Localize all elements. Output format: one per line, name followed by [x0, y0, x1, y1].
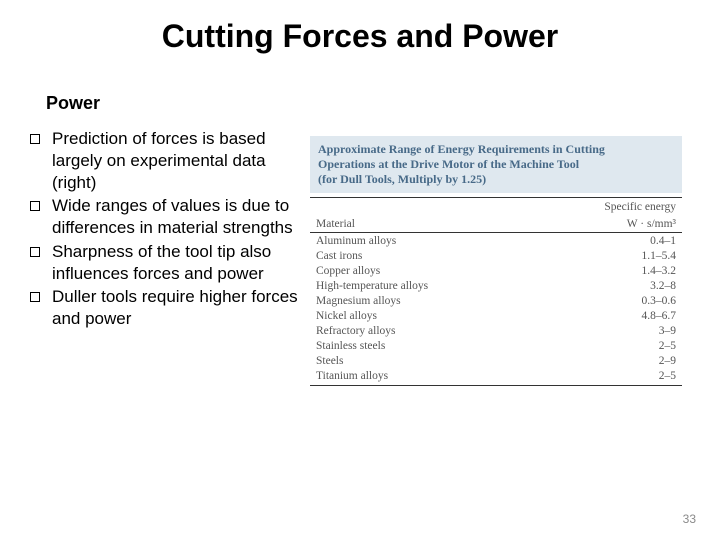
- cell-energy: 3–9: [532, 323, 682, 338]
- cell-material: Nickel alloys: [310, 308, 532, 323]
- cell-energy: 0.3–0.6: [532, 293, 682, 308]
- cell-material: Cast irons: [310, 248, 532, 263]
- cell-energy: 4.8–6.7: [532, 308, 682, 323]
- table-header-energy: Specific energy: [532, 198, 682, 216]
- cell-material: High-temperature alloys: [310, 278, 532, 293]
- table-title-line: Operations at the Drive Motor of the Mac…: [318, 157, 674, 172]
- cell-energy: 0.4–1: [532, 233, 682, 249]
- bullet-text: Sharpness of the tool tip also influence…: [52, 241, 306, 285]
- cell-energy: 2–9: [532, 353, 682, 368]
- content-row: Prediction of forces is based largely on…: [0, 128, 720, 386]
- subheading-power: Power: [46, 93, 720, 114]
- bullet-item: Wide ranges of values is due to differen…: [30, 195, 306, 239]
- bullet-text: Duller tools require higher forces and p…: [52, 286, 306, 330]
- cell-material: Titanium alloys: [310, 368, 532, 385]
- table-header-material: [310, 198, 532, 216]
- cell-material: Steels: [310, 353, 532, 368]
- table-row: Titanium alloys2–5: [310, 368, 682, 385]
- slide-title: Cutting Forces and Power: [0, 0, 720, 65]
- square-bullet-icon: [30, 292, 40, 302]
- cell-material: Stainless steels: [310, 338, 532, 353]
- square-bullet-icon: [30, 247, 40, 257]
- square-bullet-icon: [30, 201, 40, 211]
- bullet-text: Prediction of forces is based largely on…: [52, 128, 306, 193]
- cell-energy: 1.1–5.4: [532, 248, 682, 263]
- bullet-item: Duller tools require higher forces and p…: [30, 286, 306, 330]
- table-row: Stainless steels2–5: [310, 338, 682, 353]
- bullet-item: Prediction of forces is based largely on…: [30, 128, 306, 193]
- table-row: Copper alloys1.4–3.2: [310, 263, 682, 278]
- cell-material: Copper alloys: [310, 263, 532, 278]
- table-row: Cast irons1.1–5.4: [310, 248, 682, 263]
- table-title-line: Approximate Range of Energy Requirements…: [318, 142, 674, 157]
- cell-material: Magnesium alloys: [310, 293, 532, 308]
- table-title-line: (for Dull Tools, Multiply by 1.25): [318, 172, 674, 187]
- table-row: Refractory alloys3–9: [310, 323, 682, 338]
- cell-material: Aluminum alloys: [310, 233, 532, 249]
- energy-table-region: Approximate Range of Energy Requirements…: [310, 136, 682, 386]
- cell-energy: 1.4–3.2: [532, 263, 682, 278]
- page-number: 33: [683, 512, 696, 526]
- table-header-unit: W · s/mm³: [532, 215, 682, 233]
- bullet-text: Wide ranges of values is due to differen…: [52, 195, 306, 239]
- table-row: Aluminum alloys0.4–1: [310, 233, 682, 249]
- table-title: Approximate Range of Energy Requirements…: [310, 136, 682, 193]
- table-row: Nickel alloys4.8–6.7: [310, 308, 682, 323]
- table-header-material: Material: [310, 215, 532, 233]
- square-bullet-icon: [30, 134, 40, 144]
- cell-energy: 2–5: [532, 368, 682, 385]
- table-row: High-temperature alloys3.2–8: [310, 278, 682, 293]
- cell-material: Refractory alloys: [310, 323, 532, 338]
- table-row: Steels2–9: [310, 353, 682, 368]
- table-row: Magnesium alloys0.3–0.6: [310, 293, 682, 308]
- cell-energy: 3.2–8: [532, 278, 682, 293]
- bullet-list: Prediction of forces is based largely on…: [0, 128, 310, 386]
- energy-table: Specific energy Material W · s/mm³ Alumi…: [310, 197, 682, 386]
- cell-energy: 2–5: [532, 338, 682, 353]
- bullet-item: Sharpness of the tool tip also influence…: [30, 241, 306, 285]
